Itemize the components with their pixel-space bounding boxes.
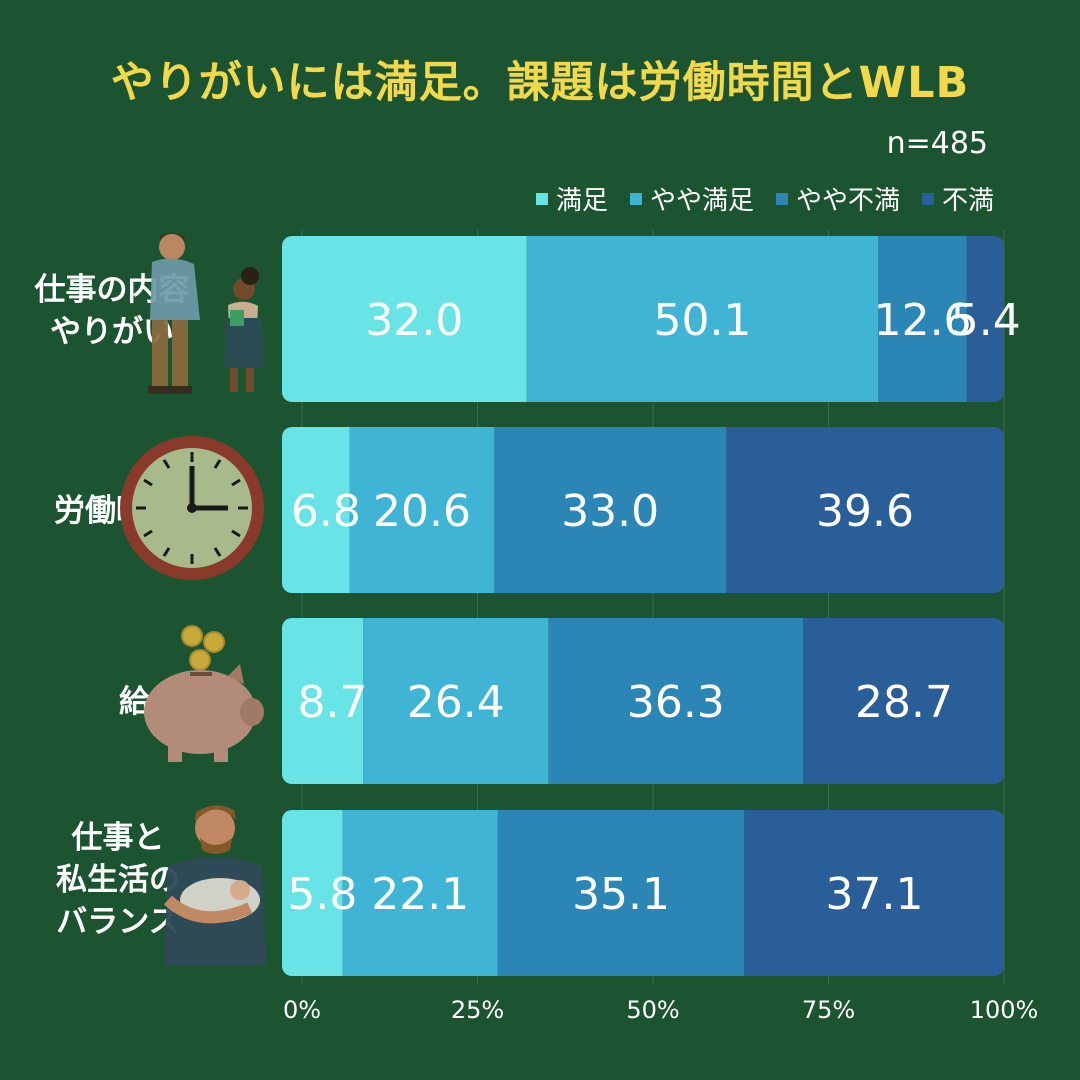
bar-segment	[526, 236, 879, 402]
bar-row-1	[282, 427, 1004, 593]
bar-segment	[282, 618, 364, 784]
tick-label-1: 25%	[451, 996, 504, 1024]
bar-segment	[363, 618, 549, 784]
sample-size: n=485	[886, 126, 988, 161]
data-label: 26.4	[407, 677, 505, 728]
bar-segment	[349, 427, 495, 593]
clock-icon	[120, 436, 264, 580]
bar-segment	[494, 427, 727, 593]
bar-segment	[744, 810, 1004, 976]
bar-row-2	[282, 618, 1004, 784]
bar-segment	[803, 618, 1004, 784]
father-baby-illustration	[163, 805, 266, 966]
bar-segment	[342, 810, 498, 976]
parent-child-illustration	[148, 233, 264, 394]
data-label: 33.0	[561, 486, 659, 537]
x-axis-ticks: 0% 25% 50% 75% 100%	[283, 996, 1038, 1024]
legend-swatch	[775, 192, 788, 205]
data-label: 22.1	[371, 869, 469, 920]
bar-segment	[282, 427, 350, 593]
tick-label-2: 50%	[626, 996, 679, 1024]
legend-item-1: やや満足	[629, 180, 754, 217]
bar-segment	[966, 236, 1004, 402]
bar-segment	[497, 810, 745, 976]
data-label: 35.1	[572, 869, 670, 920]
data-label: 20.6	[373, 486, 471, 537]
piggy-bank-icon	[144, 625, 264, 762]
data-label: 36.3	[627, 677, 725, 728]
data-label: 28.7	[855, 677, 953, 728]
legend: 満足 やや満足 やや不満 不満	[535, 180, 994, 217]
data-label: 5.4	[951, 295, 1021, 346]
bars	[282, 236, 1004, 976]
legend-swatch	[921, 192, 934, 205]
row-label-work-life-balance: 仕事と私生活のバランス	[8, 818, 228, 944]
legend-label: 不満	[941, 186, 994, 216]
chart-title: やりがいには満足。課題は労働時間とWLB	[110, 58, 970, 108]
bar-row-3	[282, 810, 1004, 976]
legend-label: やや不満	[795, 186, 900, 216]
legend-item-2: やや不満	[775, 180, 900, 217]
tick-label-4: 100%	[970, 996, 1039, 1024]
data-label: 50.1	[654, 295, 752, 346]
bar-segment	[726, 427, 1004, 593]
data-label: 32.0	[365, 295, 463, 346]
data-label: 12.6	[874, 295, 972, 346]
row-label-line: バランス	[56, 903, 180, 940]
tick-label-0: 0%	[283, 996, 321, 1024]
legend-label: やや満足	[649, 186, 754, 216]
bar-segment	[878, 236, 967, 402]
data-label: 39.6	[816, 486, 914, 537]
data-label: 6.8	[291, 486, 361, 537]
value-labels: 32.0 50.1 12.65.4 6.8 20.6 33.0 39.6 8.7 26.4 36.…	[287, 295, 1020, 920]
row-label-line: 私生活の	[56, 861, 180, 898]
bar-segment	[282, 810, 343, 976]
data-label: 5.8	[287, 869, 357, 920]
legend-item-0: 満足	[535, 180, 608, 217]
row-label-line: 仕事と	[71, 820, 165, 856]
data-label: 8.7	[298, 677, 368, 728]
data-label: 37.1	[825, 869, 923, 920]
bar-segment	[548, 618, 804, 784]
legend-label: 満足	[555, 186, 608, 216]
legend-swatch	[629, 192, 642, 205]
tick-label-3: 75%	[802, 996, 855, 1024]
legend-swatch	[535, 192, 548, 205]
bar-segment	[282, 236, 527, 402]
legend-item-3: 不満	[921, 180, 994, 217]
bar-row-0	[282, 236, 1004, 402]
